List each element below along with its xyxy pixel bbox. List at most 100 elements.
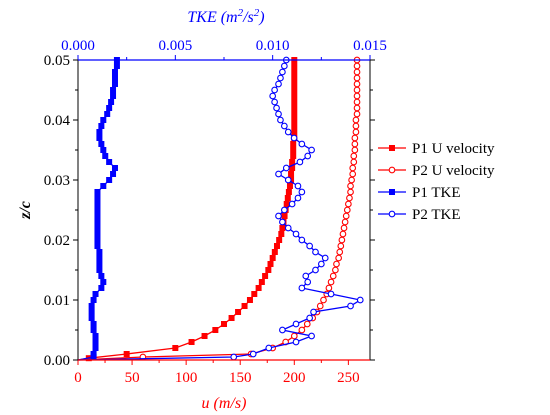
bottom-tick-label: 100	[175, 370, 198, 386]
data-point	[353, 62, 361, 70]
data-point	[276, 237, 283, 243]
data-point	[298, 140, 306, 148]
data-point	[298, 284, 306, 292]
data-point	[201, 333, 208, 339]
data-point	[275, 110, 282, 118]
data-point	[280, 122, 288, 130]
data-point	[283, 201, 290, 207]
data-point	[280, 206, 288, 214]
data-point	[230, 353, 238, 361]
data-point	[279, 68, 286, 76]
data-point	[352, 116, 360, 124]
y-tick-label: 0.01	[44, 293, 70, 309]
bottom-tick-label: 0	[74, 370, 82, 386]
data-point	[110, 93, 117, 99]
data-point	[251, 291, 258, 297]
data-point	[351, 140, 359, 148]
data-point	[100, 279, 107, 285]
data-point	[303, 320, 311, 328]
data-point	[281, 213, 288, 219]
data-point	[296, 158, 304, 166]
data-point	[333, 260, 340, 268]
data-point	[258, 279, 265, 285]
data-point	[306, 314, 314, 322]
data-point	[106, 159, 113, 165]
data-point	[123, 351, 130, 357]
data-point	[246, 297, 253, 303]
bottom-axis-title: u (m/s)	[202, 395, 247, 412]
data-point	[88, 303, 95, 309]
bottom-tick-label: 150	[229, 370, 252, 386]
data-point	[94, 207, 101, 213]
data-point	[291, 93, 298, 99]
data-point	[278, 231, 285, 237]
top-tick-label: 0.015	[353, 38, 387, 54]
data-point	[94, 237, 101, 243]
series-p1-u-velocity	[77, 57, 298, 362]
data-point	[346, 194, 353, 202]
data-point	[341, 218, 349, 226]
data-point	[98, 285, 105, 291]
data-point	[290, 332, 298, 340]
data-point	[94, 219, 101, 225]
data-point	[332, 266, 339, 274]
data-point	[347, 302, 354, 310]
data-point	[336, 248, 344, 256]
series-layer	[77, 56, 364, 362]
data-point	[335, 254, 342, 262]
data-point	[275, 80, 282, 88]
data-point	[340, 224, 348, 232]
data-point	[255, 285, 262, 291]
data-point	[106, 105, 113, 111]
data-point	[94, 189, 101, 195]
data-point	[352, 128, 360, 136]
bottom-tick-label: 50	[125, 370, 140, 386]
data-point	[327, 290, 335, 298]
data-point	[290, 134, 298, 142]
data-point	[100, 147, 107, 153]
data-point	[96, 135, 103, 141]
data-point	[353, 68, 361, 76]
data-point	[262, 273, 269, 279]
data-point	[94, 195, 101, 201]
data-point	[329, 272, 337, 280]
data-point	[337, 242, 345, 250]
data-point	[102, 153, 109, 159]
data-point	[98, 141, 105, 147]
data-point	[277, 116, 284, 124]
data-point	[290, 141, 297, 147]
data-point	[310, 308, 317, 316]
data-point	[111, 69, 118, 75]
data-point	[304, 278, 312, 286]
data-point	[291, 63, 298, 69]
legend-label: P1 TKE	[412, 185, 460, 201]
series-line	[77, 60, 358, 361]
data-point	[90, 297, 97, 303]
data-point	[94, 201, 101, 207]
data-point	[111, 165, 118, 171]
data-point	[94, 213, 101, 219]
data-point	[342, 212, 350, 220]
data-point	[338, 236, 346, 244]
data-point	[275, 170, 282, 178]
data-point	[291, 69, 298, 75]
legend-swatch-marker	[389, 189, 395, 195]
data-point	[113, 63, 120, 69]
series-p2-u-velocity	[77, 56, 361, 361]
y-tick-label: 0.03	[44, 173, 70, 189]
data-point	[273, 104, 280, 112]
ticks-layer: 0 50 100 150 200 250 0.000 0.005 0.010 0.015 0.00 0…	[44, 38, 387, 386]
data-point	[292, 320, 300, 328]
legend-swatch-marker	[389, 145, 395, 151]
data-point	[291, 87, 298, 93]
data-point	[347, 188, 354, 196]
data-point	[271, 249, 278, 255]
data-point	[284, 195, 291, 201]
data-point	[110, 87, 117, 93]
data-point	[98, 123, 105, 129]
data-point	[280, 62, 288, 70]
data-point	[88, 315, 95, 321]
data-point	[269, 255, 276, 261]
data-point	[291, 123, 298, 129]
data-point	[291, 75, 298, 81]
